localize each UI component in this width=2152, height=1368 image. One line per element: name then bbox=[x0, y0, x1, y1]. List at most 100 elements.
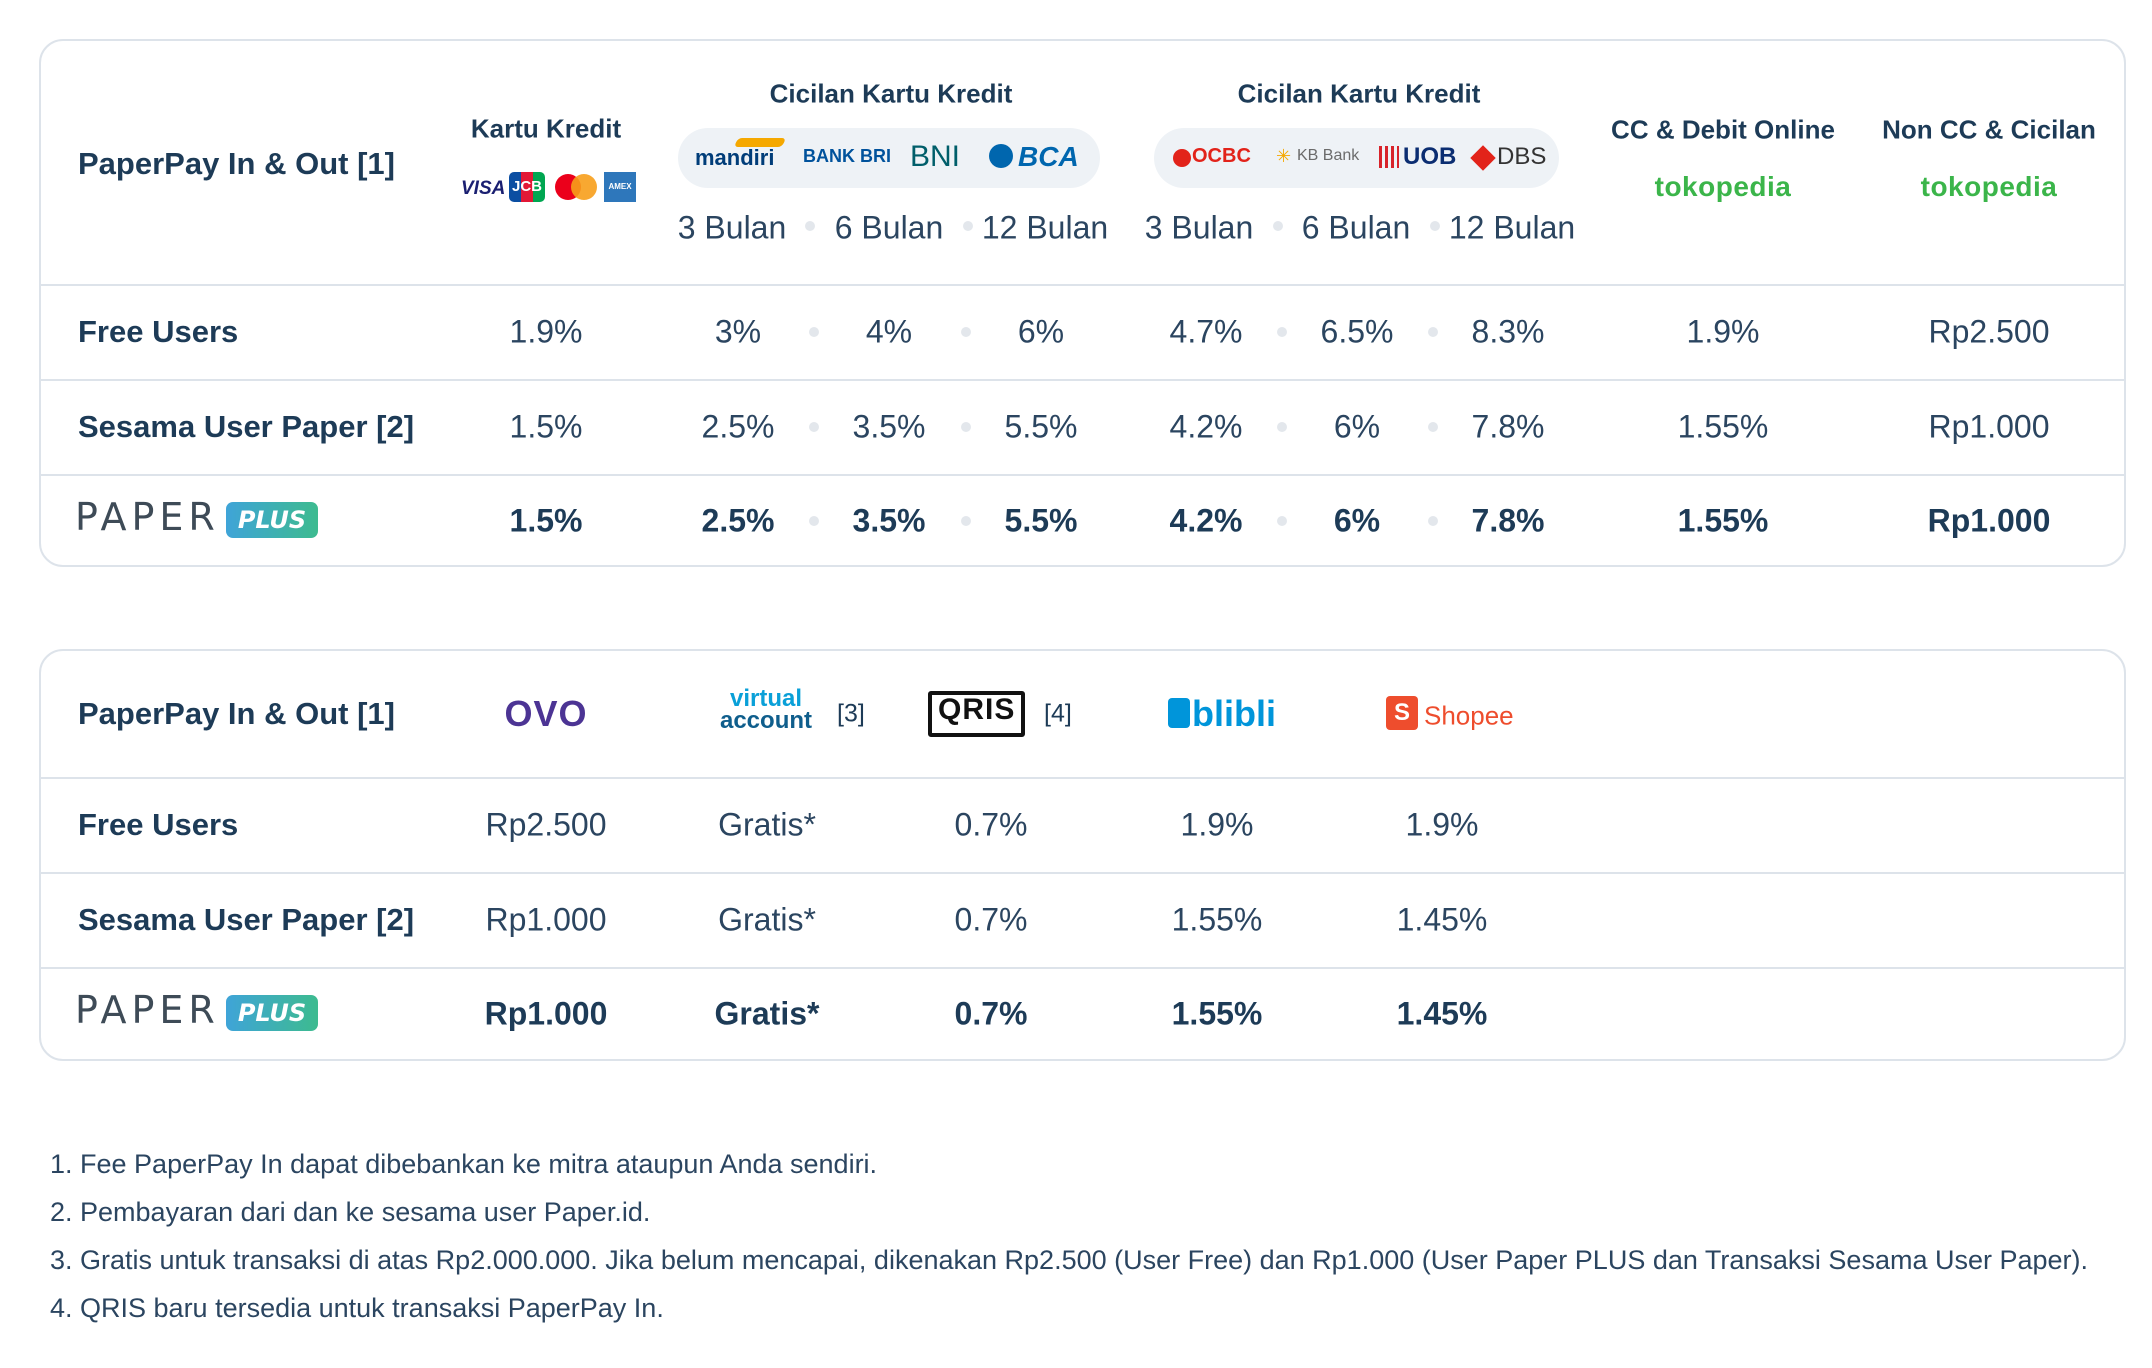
cell-value: 1.9% bbox=[1405, 806, 1479, 843]
cell-value: 4.2% bbox=[1169, 502, 1243, 539]
cell-value: 0.7% bbox=[954, 806, 1028, 843]
cell-value: 2.5% bbox=[701, 502, 775, 539]
period-6-bulan: 6 Bulan bbox=[1301, 209, 1411, 246]
amex-icon: AMEX bbox=[604, 172, 636, 202]
cell-value: 1.45% bbox=[1396, 995, 1488, 1032]
cell-value: 6% bbox=[1333, 408, 1381, 445]
header-cicilan-1: Cicilan Kartu Kredit bbox=[769, 78, 1013, 109]
cell-value: 6% bbox=[1333, 502, 1381, 539]
plus-badge: PLUS bbox=[225, 994, 319, 1031]
dot-separator bbox=[961, 422, 971, 432]
cell-value: Rp1.000 bbox=[484, 995, 608, 1032]
cell-value: Gratis* bbox=[718, 901, 816, 938]
plus-badge: PLUS bbox=[225, 501, 319, 538]
cell-value: 2.5% bbox=[701, 408, 775, 445]
ocbc-text: OCBC bbox=[1192, 145, 1251, 167]
fee-table-ewallet: PaperPay In & Out [1] OVO virtual accoun… bbox=[39, 649, 2126, 1061]
table-title: PaperPay In & Out [1] bbox=[78, 696, 395, 731]
kb-star-icon: ✳ bbox=[1276, 146, 1292, 166]
period-12-bulan: 12 Bulan bbox=[981, 209, 1109, 246]
paper-logo-text: PAPER bbox=[75, 988, 220, 1032]
dot-separator bbox=[1277, 327, 1287, 337]
dot-separator bbox=[1277, 516, 1287, 526]
cell-value: Rp1.000 bbox=[485, 901, 607, 938]
qris-logo: QRIS bbox=[928, 691, 1026, 737]
cell-value: 6.5% bbox=[1320, 313, 1394, 350]
dot-separator bbox=[809, 422, 819, 432]
cell-value: Gratis* bbox=[718, 806, 816, 843]
paper-plus-logo: PAPER PLUS bbox=[75, 988, 319, 1032]
dot-separator bbox=[809, 327, 819, 337]
dot-separator bbox=[1428, 516, 1438, 526]
shopee-bag-icon: S bbox=[1386, 696, 1418, 730]
cell-value: 3.5% bbox=[852, 408, 926, 445]
header-kartu-kredit: Kartu Kredit bbox=[470, 113, 622, 144]
cell-value: 0.7% bbox=[954, 995, 1028, 1032]
fee-table-cards: PaperPay In & Out [1] Kartu Kredit VISA … bbox=[39, 39, 2126, 567]
uob-icon bbox=[1379, 146, 1399, 168]
cell-value: 3% bbox=[714, 313, 762, 350]
bri-icon: BANK BRI bbox=[803, 146, 891, 166]
cell-value: 1.45% bbox=[1396, 901, 1488, 938]
row-divider bbox=[41, 379, 2124, 381]
cell-value: 1.9% bbox=[1180, 806, 1254, 843]
ovo-logo: OVO bbox=[504, 693, 588, 734]
dot-separator bbox=[809, 516, 819, 526]
period-3-bulan: 3 Bulan bbox=[1144, 209, 1254, 246]
cell-value: 5.5% bbox=[1004, 408, 1078, 445]
cell-value: 8.3% bbox=[1471, 313, 1545, 350]
bank-logo-pill: OCBC ✳ KB Bank UOB DBS bbox=[1154, 128, 1559, 188]
cell-value: 6% bbox=[1017, 313, 1065, 350]
shopee-logo: Shopee bbox=[1424, 700, 1514, 731]
footnote-1: 1. Fee PaperPay In dapat dibebankan ke m… bbox=[50, 1149, 878, 1179]
cell-value: 1.55% bbox=[1677, 408, 1769, 445]
row-divider bbox=[41, 872, 2124, 874]
tokopedia-logo: tokopedia bbox=[1920, 171, 2058, 202]
cell-value: 1.9% bbox=[1686, 313, 1760, 350]
footnote-3: 3. Gratis untuk transaksi di atas Rp2.00… bbox=[50, 1245, 2089, 1275]
row-label-sesama-user: Sesama User Paper [2] bbox=[78, 902, 415, 937]
mandiri-wave-icon bbox=[733, 138, 787, 147]
cell-value: 1.5% bbox=[509, 502, 583, 539]
period-12-bulan: 12 Bulan bbox=[1448, 209, 1576, 246]
dot-separator bbox=[1428, 422, 1438, 432]
blibli-bag-icon bbox=[1168, 698, 1190, 728]
cell-value: 4.2% bbox=[1169, 408, 1243, 445]
dbs-icon bbox=[1470, 145, 1496, 171]
cell-value: 0.7% bbox=[954, 901, 1028, 938]
table-title: PaperPay In & Out [1] bbox=[78, 146, 395, 181]
dot-separator bbox=[961, 516, 971, 526]
dot-separator bbox=[1428, 327, 1438, 337]
row-divider bbox=[41, 284, 2124, 286]
header-cc-debit: CC & Debit Online bbox=[1611, 114, 1835, 145]
mandiri-icon: mandiri bbox=[695, 145, 775, 170]
row-divider bbox=[41, 967, 2124, 969]
row-label-free-users: Free Users bbox=[78, 314, 239, 349]
bca-text: BCA bbox=[1018, 141, 1079, 172]
uob-text: UOB bbox=[1403, 143, 1457, 170]
bni-icon: BNI bbox=[910, 140, 961, 173]
dbs-text: DBS bbox=[1497, 143, 1547, 170]
bca-icon bbox=[989, 144, 1013, 168]
footnotes: 1. Fee PaperPay In dapat dibebankan ke m… bbox=[50, 1140, 2088, 1332]
cell-value: 3.5% bbox=[852, 502, 926, 539]
qris-footnote: [4] bbox=[1044, 699, 1072, 728]
period-6-bulan: 6 Bulan bbox=[834, 209, 944, 246]
cell-value: 7.8% bbox=[1471, 408, 1545, 445]
row-label-sesama-user: Sesama User Paper [2] bbox=[78, 409, 415, 444]
bank-logo-pill: mandiri BANK BRI BNI BCA bbox=[678, 128, 1100, 188]
cell-value: 5.5% bbox=[1004, 502, 1078, 539]
header-cicilan-2: Cicilan Kartu Kredit bbox=[1237, 78, 1481, 109]
cell-value: Rp1.000 bbox=[1928, 408, 2050, 445]
period-3-bulan: 3 Bulan bbox=[677, 209, 787, 246]
card-brand-logos: VISA JCB AMEX bbox=[461, 172, 636, 204]
dot-separator bbox=[1273, 221, 1283, 231]
cell-value: 7.8% bbox=[1471, 502, 1545, 539]
dot-separator bbox=[1277, 422, 1287, 432]
footnote-4: 4. QRIS baru tersedia untuk transaksi Pa… bbox=[50, 1293, 664, 1323]
dot-separator bbox=[963, 221, 973, 231]
va-line-2: account bbox=[719, 707, 812, 734]
cell-value: 1.55% bbox=[1677, 502, 1769, 539]
cell-value: 1.55% bbox=[1171, 901, 1263, 938]
ocbc-icon bbox=[1173, 149, 1191, 167]
